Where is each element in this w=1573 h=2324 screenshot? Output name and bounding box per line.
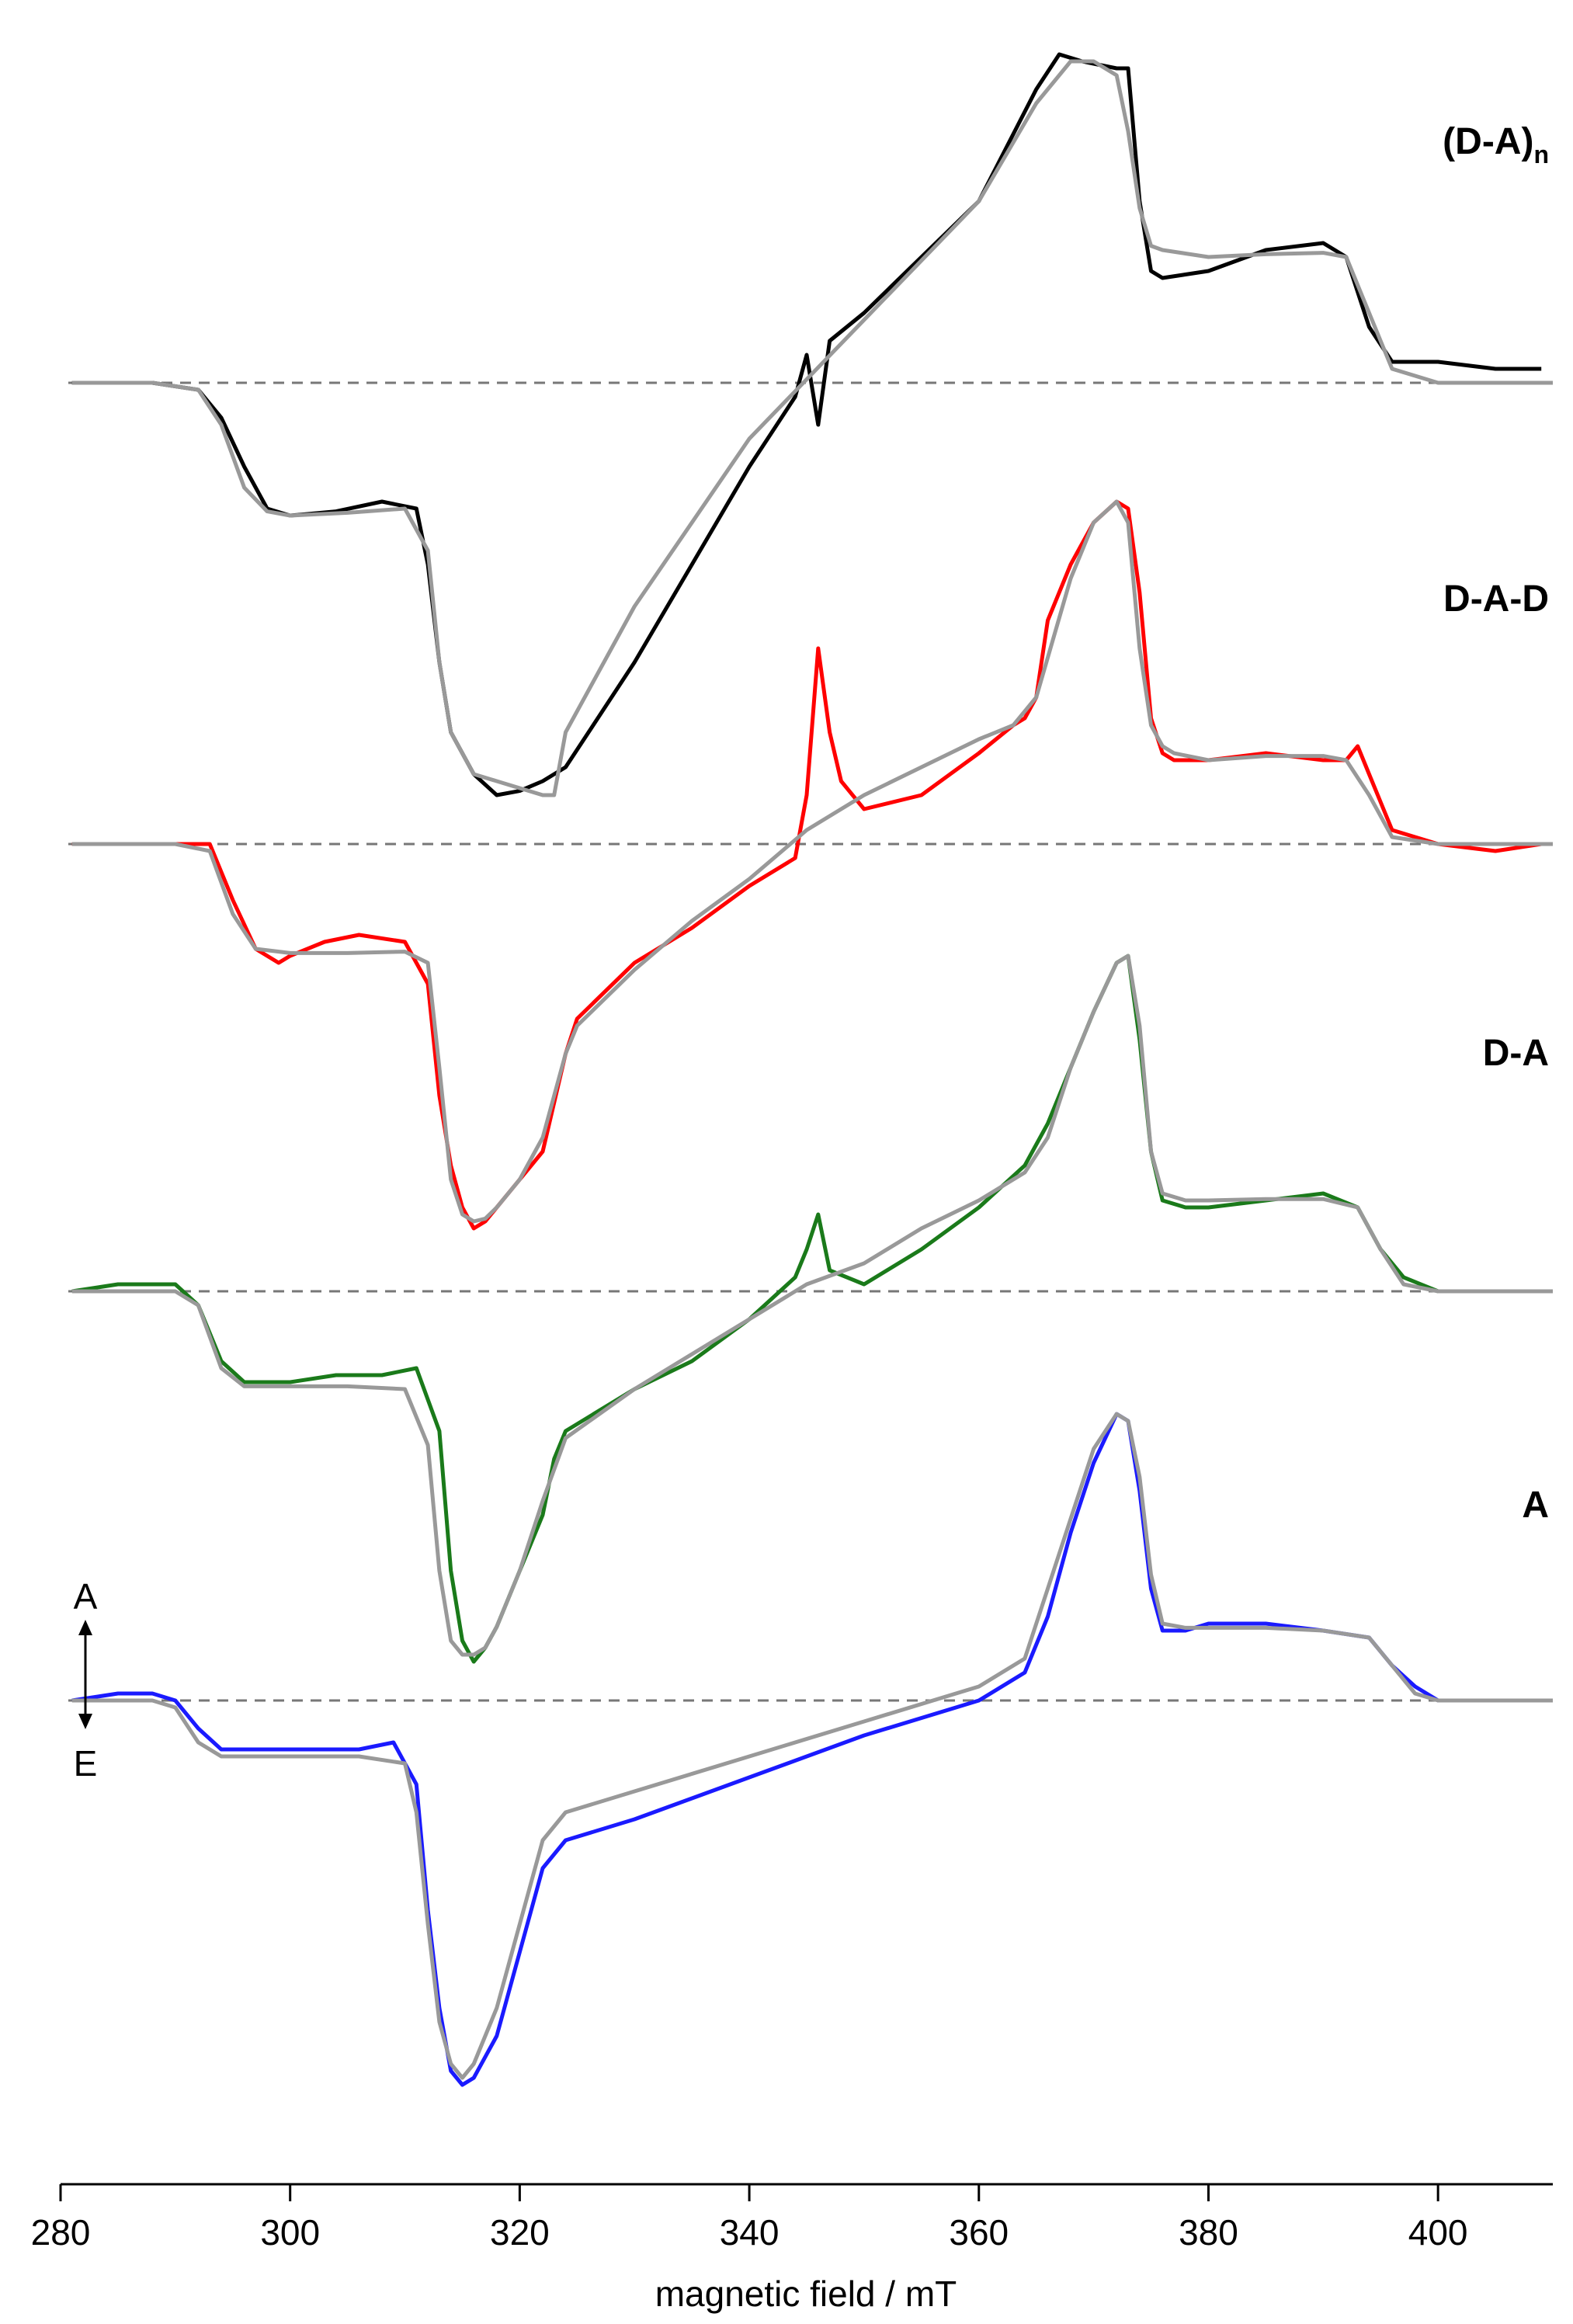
x-axis: 280 300 320 340 360 380 400 magnetic field / m… [31,2183,1553,2314]
series-label-da: D-A [1483,1033,1549,1074]
spectrum-line-a [71,1412,1542,2087]
series-label-da-n: (D-A)n [1443,121,1549,168]
x-axis-label: magnetic field / mT [655,2274,957,2314]
absorption-label: A [74,1576,98,1617]
series-da-n [68,52,1553,797]
x-tick-label-360: 360 [949,2212,1009,2253]
series-labels: (D-A)n D-A-D D-A A [1443,121,1549,1526]
emission-absorption-arrow: A E [74,1576,98,1784]
series-label-a: A [1522,1485,1549,1526]
x-tick-label-300: 300 [260,2212,320,2253]
x-tick-label-320: 320 [490,2212,550,2253]
fit-line-a [71,1412,1553,2080]
fit-line-da-n [71,59,1553,797]
spectrum-line-dad [71,499,1542,1231]
series-a [68,1412,1553,2087]
x-tick-label-400: 400 [1408,2212,1468,2253]
x-ticks: 280 300 320 340 360 380 400 [31,2184,1468,2253]
fit-line-dad [71,499,1553,1224]
series-layer [68,52,1553,2087]
fit-line-da [71,954,1553,1657]
series-dad [68,499,1553,1231]
x-tick-label-380: 380 [1179,2212,1238,2253]
spectrum-line-da-n [71,52,1542,797]
arrow-down-head [78,1714,92,1729]
spectrum-line-da [71,954,1542,1664]
series-label-da-n-main: (D-A) [1443,121,1533,162]
series-label-dad: D-A-D [1443,578,1549,620]
x-tick-label-280: 280 [31,2212,91,2253]
x-tick-label-340: 340 [720,2212,780,2253]
emission-label: E [74,1743,98,1784]
series-label-da-n-subscript: n [1533,141,1549,168]
series-da [68,954,1553,1664]
arrow-up-head [78,1620,92,1635]
